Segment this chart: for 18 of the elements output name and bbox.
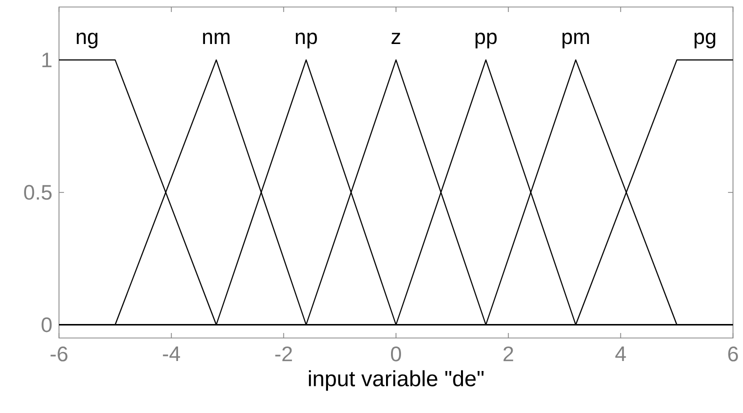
x-axis-title: input variable "de" <box>308 370 484 391</box>
x-tick-label: 0 <box>390 346 402 362</box>
x-tick-label: 6 <box>728 346 738 362</box>
x-tick-label: -4 <box>162 346 180 361</box>
x-tick-label: -2 <box>275 346 292 362</box>
series-label: pp <box>476 32 497 48</box>
y-tick-label: 1 <box>42 52 52 68</box>
x-tick-label: -6 <box>50 346 68 362</box>
y-tick-label: 0.5 <box>24 184 52 200</box>
series-label: z <box>392 32 400 44</box>
x-tick-label: 4 <box>615 346 626 361</box>
series-label: pm <box>562 32 589 48</box>
series-label: nm <box>203 32 230 44</box>
series-label: ng <box>76 32 98 48</box>
y-tick-label: 0 <box>42 317 52 332</box>
series-label: pg <box>694 32 716 48</box>
x-tick-label: 2 <box>504 346 514 362</box>
series-label: np <box>296 32 317 48</box>
